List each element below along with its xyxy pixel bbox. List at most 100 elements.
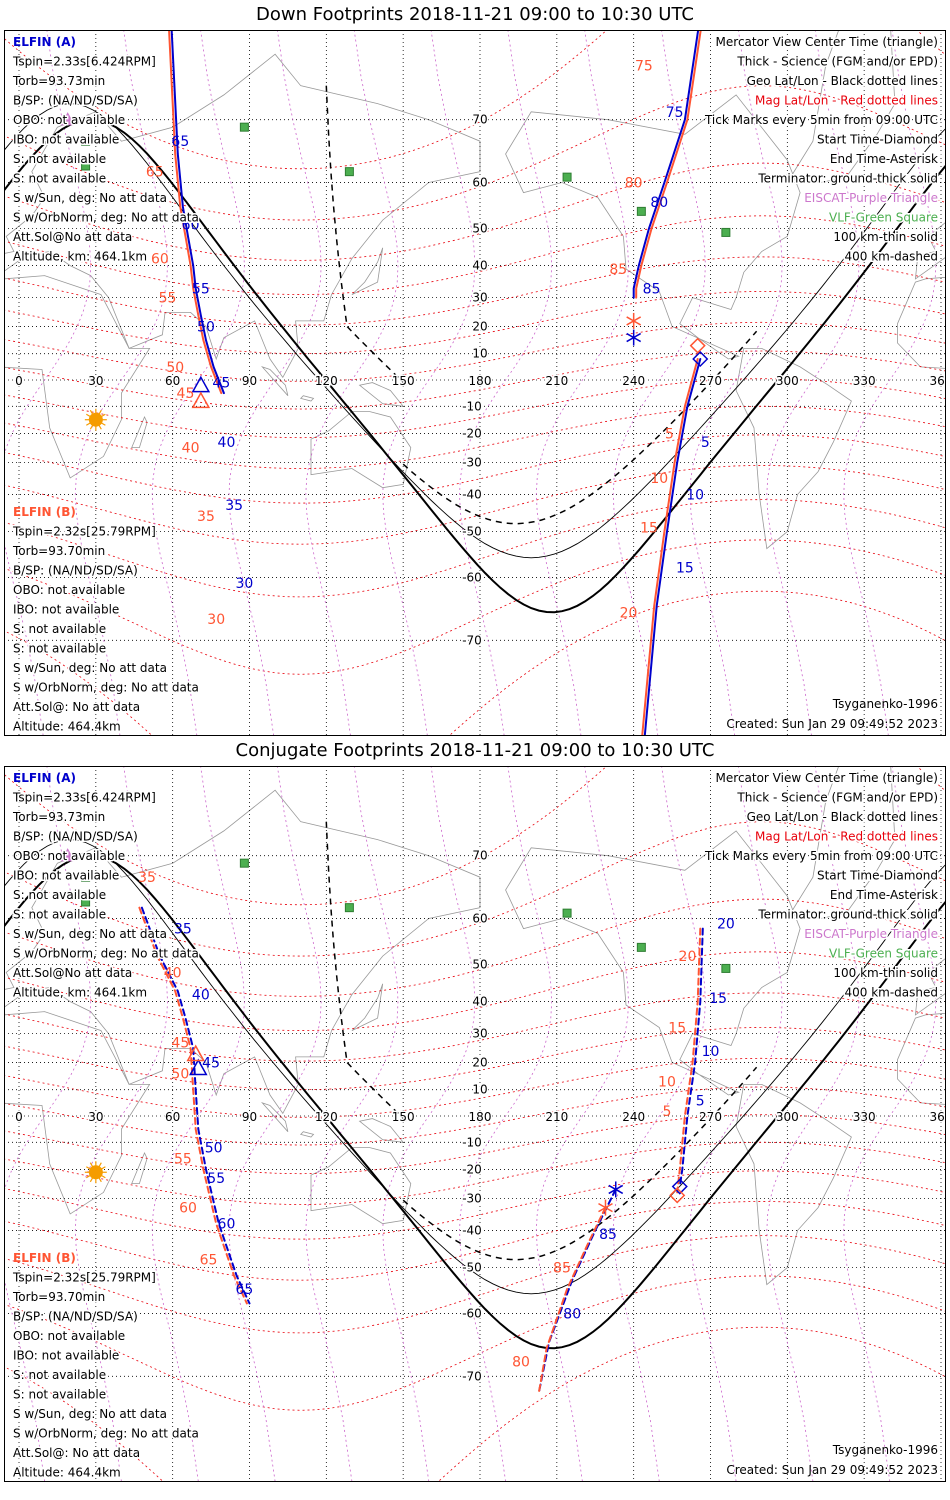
- track-tick-label: 80: [650, 195, 668, 211]
- lon-tick-label: 0: [15, 374, 23, 388]
- mag-parallel: [5, 1086, 945, 1146]
- lon-tick-label: 120: [315, 374, 338, 388]
- lat-tick-label: 50: [472, 221, 487, 235]
- mag-parallel: [5, 434, 945, 504]
- map-layer: 0306090120150180210240270300330360706050…: [5, 31, 945, 735]
- vlf-square: [239, 858, 249, 868]
- lat-tick-label: -20: [462, 1162, 482, 1176]
- track-tick-label: 60: [182, 217, 200, 233]
- track-tick-label: 45: [177, 386, 195, 402]
- info-line: B/SP: (NA/ND/SD/SA): [13, 564, 138, 578]
- lat-tick-label: -70: [462, 633, 482, 647]
- lat-tick-label: -50: [462, 525, 482, 539]
- created-timestamp: Created: Sun Jan 29 09:49:52 2023: [726, 717, 938, 731]
- terminator-400km: [325, 821, 407, 1122]
- track-tick-label: 15: [709, 991, 727, 1007]
- lon-tick-label: 300: [776, 1110, 799, 1124]
- model-label: Tsyganenko-1996: [832, 1443, 938, 1457]
- coastline: [786, 767, 896, 919]
- info-line: OBO: not available: [13, 1329, 125, 1343]
- track-tick-label: 5: [696, 1093, 705, 1109]
- info-line: OBO: not available: [13, 583, 125, 597]
- legend-entry: VLF-Green Square: [829, 211, 938, 225]
- info-line: Tspin=2.33s[6.424RPM]: [12, 55, 156, 69]
- track-tick-label: 10: [650, 471, 668, 487]
- mag-parallel: [5, 992, 945, 1062]
- lat-tick-label: -20: [462, 426, 482, 440]
- track-tick-label: 45: [202, 1056, 220, 1072]
- info-line: Altitude, km: 464.1km: [13, 250, 147, 264]
- legend-entry: Thick - Science (FGM and/or EPD): [736, 55, 938, 69]
- orbit-track: [635, 31, 702, 299]
- satellite-name: ELFIN (B): [13, 505, 76, 519]
- terminator-ground: [5, 854, 945, 1350]
- info-line: OBO: not available: [13, 113, 125, 127]
- mag-meridian: [74, 31, 168, 735]
- track-tick-label: 80: [625, 175, 643, 191]
- mag-meridian: [689, 31, 783, 735]
- coastline: [786, 31, 896, 183]
- mag-parallel: [5, 951, 945, 1032]
- start-time-diamond: [692, 350, 709, 368]
- coastline: [299, 1131, 315, 1138]
- lat-tick-label: -70: [462, 1369, 482, 1383]
- satellite-name: ELFIN (B): [13, 1251, 76, 1265]
- vlf-square: [636, 206, 646, 216]
- lat-tick-label: 10: [472, 347, 487, 361]
- mag-meridian: [382, 767, 476, 1481]
- conjugate-footprints-map: 0 30 60 90 120 150 180 210 240 270 300 330 360 70 60 50…: [4, 766, 946, 1482]
- vlf-square: [81, 872, 91, 882]
- mag-meridian: [151, 31, 245, 735]
- info-line: Altitude: 464.4km: [13, 1466, 121, 1480]
- track-tick-label: 35: [174, 922, 192, 938]
- info-line: S: not available: [13, 642, 106, 656]
- vlf-square: [721, 227, 731, 237]
- lon-tick-label: 30: [88, 374, 103, 388]
- lon-tick-label: 30: [88, 1110, 103, 1124]
- track-tick-label: 55: [192, 281, 210, 297]
- legend-entry: Tick Marks every 5min from 09:00 UTC: [704, 113, 938, 127]
- sun-disc: [88, 412, 103, 427]
- lon-tick-label: 210: [545, 374, 568, 388]
- track-tick-label: 45: [212, 376, 230, 392]
- info-line: Att.Sol@No att data: [13, 966, 132, 980]
- legend-entry: Tick Marks every 5min from 09:00 UTC: [704, 849, 938, 863]
- track-tick-label: 35: [138, 870, 156, 886]
- track-tick-label: 65: [146, 165, 164, 181]
- legend-entry: Geo Lat/Lon - Black dotted lines: [747, 810, 938, 824]
- lon-tick-label: 60: [165, 1110, 180, 1124]
- mag-parallel: [5, 31, 945, 170]
- track-tick-label: 85: [599, 1227, 617, 1243]
- end-time-asterisk: [626, 312, 642, 329]
- info-line: IBO: not available: [13, 603, 119, 617]
- track-tick-label: 60: [179, 1201, 197, 1217]
- info-line: Torb=93.73min: [12, 74, 105, 88]
- mag-meridian: [382, 31, 476, 735]
- vlf-square: [562, 908, 572, 918]
- coastline: [299, 395, 315, 402]
- orbit-track: [537, 1206, 607, 1394]
- info-line: IBO: not available: [13, 869, 119, 883]
- legend-entry: 400 km-dashed: [844, 986, 938, 1000]
- legend-entry: Terminator: ground-thick solid: [757, 908, 938, 922]
- conjugate-footprints-title: Conjugate Footprints 2018-11-21 09:00 to…: [235, 740, 715, 761]
- info-line: S: not available: [13, 1388, 106, 1402]
- track-tick-label: 40: [164, 965, 182, 981]
- vlf-square: [81, 136, 91, 146]
- track-tick-label: 85: [643, 281, 661, 297]
- legend-entry: Mag Lat/Lon - Red dotted lines: [755, 94, 938, 108]
- lat-tick-label: 40: [472, 259, 487, 273]
- lat-tick-label: -60: [462, 571, 482, 585]
- track-tick-label: 5: [663, 1104, 672, 1120]
- info-line: S: not available: [13, 152, 106, 166]
- lat-tick-label: 70: [472, 849, 487, 863]
- info-line: Altitude, km: 464.1km: [13, 986, 147, 1000]
- end-time-asterisk: [598, 1199, 613, 1216]
- track-tick-label: 75: [635, 58, 653, 74]
- track-tick-label: 30: [207, 612, 225, 628]
- info-line: S w/OrbNorm, deg: No att data: [13, 681, 199, 695]
- mag-parallel: [5, 405, 945, 469]
- info-line: B/SP: (NA/ND/SD/SA): [13, 1310, 138, 1324]
- track-tick-label: 60: [151, 252, 169, 268]
- legend-entry: Geo Lat/Lon - Black dotted lines: [747, 74, 938, 88]
